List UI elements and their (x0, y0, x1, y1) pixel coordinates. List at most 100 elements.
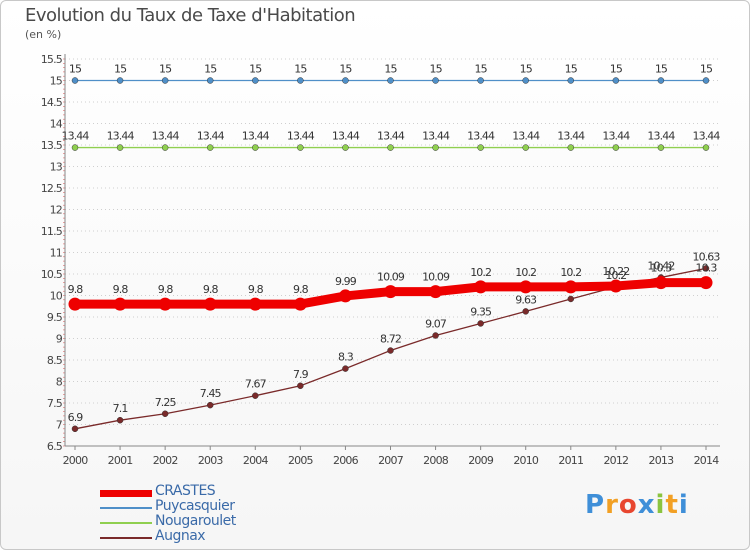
y-tick-label: 11 (50, 247, 62, 260)
x-tick-label: 2001 (108, 454, 133, 467)
legend-label-nougaroulet: Nougaroulet (155, 513, 236, 529)
data-label-nougaroulet: 13.44 (422, 130, 450, 143)
data-label-augnax: 9.63 (515, 293, 537, 306)
data-label-crastes: 10.22 (602, 265, 629, 278)
data-point-crastes (654, 276, 668, 290)
data-point-augnax (342, 365, 349, 372)
data-point-crastes (429, 285, 443, 299)
y-tick-label: 15 (50, 75, 63, 88)
y-tick-label: 7.5 (47, 397, 63, 410)
data-label-puycasquier: 15 (114, 63, 127, 76)
x-tick-label: 2012 (603, 454, 628, 467)
data-point-puycasquier (161, 77, 169, 84)
data-point-nougaroulet (612, 144, 620, 151)
data-point-nougaroulet (477, 144, 484, 151)
data-label-crastes: 10.2 (470, 266, 491, 279)
y-tick-label: 12 (50, 204, 62, 217)
data-label-puycasquier: 15 (610, 63, 623, 76)
y-tick-label: 14 (50, 118, 63, 131)
data-point-nougaroulet (702, 144, 710, 151)
data-label-nougaroulet: 13.44 (557, 130, 585, 143)
data-label-crastes: 9.8 (293, 283, 309, 296)
data-label-crastes: 9.8 (203, 283, 219, 296)
data-label-crastes: 10.2 (560, 266, 581, 279)
data-point-augnax (387, 347, 394, 354)
data-point-crastes (68, 297, 82, 311)
data-point-augnax (297, 382, 304, 390)
y-tick-label: 6.5 (47, 440, 63, 453)
x-tick-label: 2003 (198, 454, 224, 467)
y-tick-label: 9 (56, 333, 63, 346)
data-point-nougaroulet (252, 144, 259, 151)
x-tick-label: 2009 (468, 454, 494, 467)
data-label-crastes: 10.09 (377, 271, 405, 284)
data-label-puycasquier: 15 (69, 63, 82, 76)
data-point-crastes (474, 280, 488, 294)
data-label-augnax: 7.1 (113, 402, 128, 415)
x-tick-label: 2013 (649, 454, 675, 467)
data-point-nougaroulet (567, 144, 575, 151)
y-tick-label: 15.5 (41, 53, 63, 66)
data-point-puycasquier (612, 77, 620, 84)
logo-letter: o (618, 490, 638, 520)
data-point-nougaroulet (342, 144, 349, 151)
data-point-augnax (71, 425, 79, 433)
x-tick-label: 2011 (558, 454, 583, 467)
y-tick-label: 11.5 (41, 225, 63, 238)
data-point-augnax (116, 416, 124, 424)
data-point-nougaroulet (522, 144, 529, 151)
logo-letter: P (585, 490, 606, 520)
data-point-nougaroulet (297, 144, 304, 151)
y-tick-label: 8.5 (47, 354, 63, 367)
data-point-puycasquier (657, 77, 665, 84)
data-label-augnax: 8.72 (380, 333, 401, 346)
x-tick-label: 2010 (513, 454, 539, 467)
data-label-augnax: 9.35 (470, 305, 492, 318)
data-point-augnax (702, 265, 710, 272)
data-point-crastes (338, 289, 352, 303)
legend-swatch-crastes (100, 490, 152, 497)
data-label-crastes: 10.3 (650, 262, 672, 275)
data-label-nougaroulet: 13.44 (62, 130, 90, 143)
data-label-puycasquier: 15 (249, 63, 262, 76)
logo-letter: x (637, 490, 656, 520)
data-point-puycasquier (71, 77, 79, 84)
data-label-nougaroulet: 13.44 (512, 130, 540, 143)
y-tick-label: 10.5 (41, 268, 63, 281)
data-label-augnax: 10.63 (693, 250, 721, 263)
data-point-crastes (248, 297, 262, 311)
data-label-augnax: 7.9 (293, 368, 309, 381)
data-label-puycasquier: 15 (475, 63, 488, 76)
data-point-puycasquier (342, 77, 349, 84)
data-point-crastes (293, 297, 307, 311)
x-tick-label: 2000 (63, 454, 89, 467)
data-label-nougaroulet: 13.44 (287, 130, 315, 143)
data-label-nougaroulet: 13.44 (693, 130, 721, 143)
y-tick-label: 14.5 (41, 96, 63, 109)
proxiti-logo: Proxiti (585, 490, 689, 520)
y-tick-label: 12.5 (41, 182, 63, 195)
logo-letter: i (655, 490, 666, 520)
legend-swatch-puycasquier (100, 507, 152, 509)
data-label-puycasquier: 15 (565, 63, 578, 76)
data-point-crastes (699, 276, 713, 290)
data-point-augnax (567, 295, 575, 303)
data-point-augnax (432, 332, 439, 339)
data-label-nougaroulet: 13.44 (332, 130, 360, 143)
data-point-nougaroulet (432, 144, 439, 151)
data-point-nougaroulet (387, 144, 394, 151)
data-point-crastes (384, 285, 397, 299)
data-point-puycasquier (477, 77, 484, 84)
x-tick-label: 2006 (333, 454, 359, 467)
data-label-nougaroulet: 13.44 (152, 130, 180, 143)
data-label-nougaroulet: 13.44 (107, 130, 135, 143)
data-point-puycasquier (206, 77, 214, 84)
logo-letter: i (678, 490, 689, 520)
data-label-nougaroulet: 13.44 (647, 130, 675, 143)
data-point-augnax (252, 392, 259, 399)
data-label-nougaroulet: 13.44 (377, 130, 405, 143)
legend-swatch-nougaroulet (100, 522, 152, 524)
data-label-nougaroulet: 13.44 (197, 130, 225, 143)
data-point-puycasquier (252, 77, 259, 84)
